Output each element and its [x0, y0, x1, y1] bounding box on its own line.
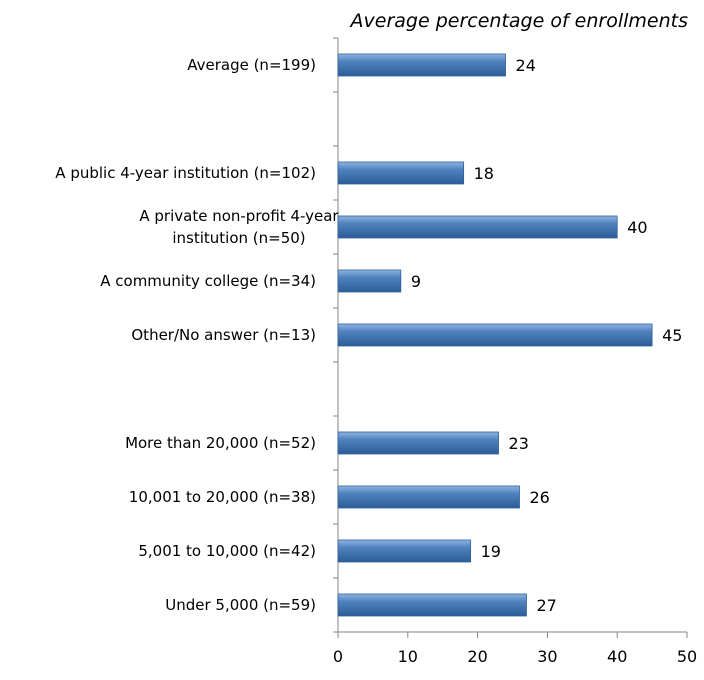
category-label: 10,001 to 20,000 (n=38) [129, 488, 316, 506]
category-label: Other/No answer (n=13) [131, 326, 316, 344]
bar [337, 323, 653, 347]
x-tick-label: 50 [677, 647, 697, 666]
data-label: 45 [662, 326, 682, 345]
category-label: A public 4-year institution (n=102) [55, 164, 316, 182]
category-label: A community college (n=34) [100, 272, 316, 290]
category-label: Average (n=199) [187, 56, 316, 74]
bar [337, 269, 402, 293]
data-label: 26 [529, 488, 549, 507]
bar [337, 53, 506, 77]
data-label: 40 [627, 218, 647, 237]
data-label: 19 [481, 542, 501, 561]
data-label: 23 [509, 434, 529, 453]
bars [337, 53, 653, 617]
category-label: A private non-profit 4-year institution (… [139, 207, 339, 247]
bar [337, 485, 520, 509]
axes: 0 10 20 30 40 50 [333, 37, 697, 666]
bar [337, 431, 499, 455]
x-tick-label: 20 [467, 647, 487, 666]
bar [337, 161, 465, 185]
category-label: 5,001 to 10,000 (n=42) [138, 542, 316, 560]
data-label: 9 [411, 272, 421, 291]
data-label: 24 [516, 56, 536, 75]
bar [337, 593, 527, 617]
chart-title: Average percentage of enrollments [349, 10, 689, 32]
labels: 24 Average (n=199) 18 A public 4-year insti… [55, 56, 682, 615]
bar [337, 215, 618, 239]
x-tick-label: 0 [333, 647, 343, 666]
category-label: More than 20,000 (n=52) [125, 434, 316, 452]
category-label: Under 5,000 (n=59) [165, 596, 316, 614]
x-tick-label: 10 [398, 647, 418, 666]
x-tick-label: 40 [607, 647, 627, 666]
data-label: 27 [536, 596, 556, 615]
x-tick-label: 30 [537, 647, 557, 666]
data-label: 18 [474, 164, 494, 183]
bar [337, 539, 472, 563]
